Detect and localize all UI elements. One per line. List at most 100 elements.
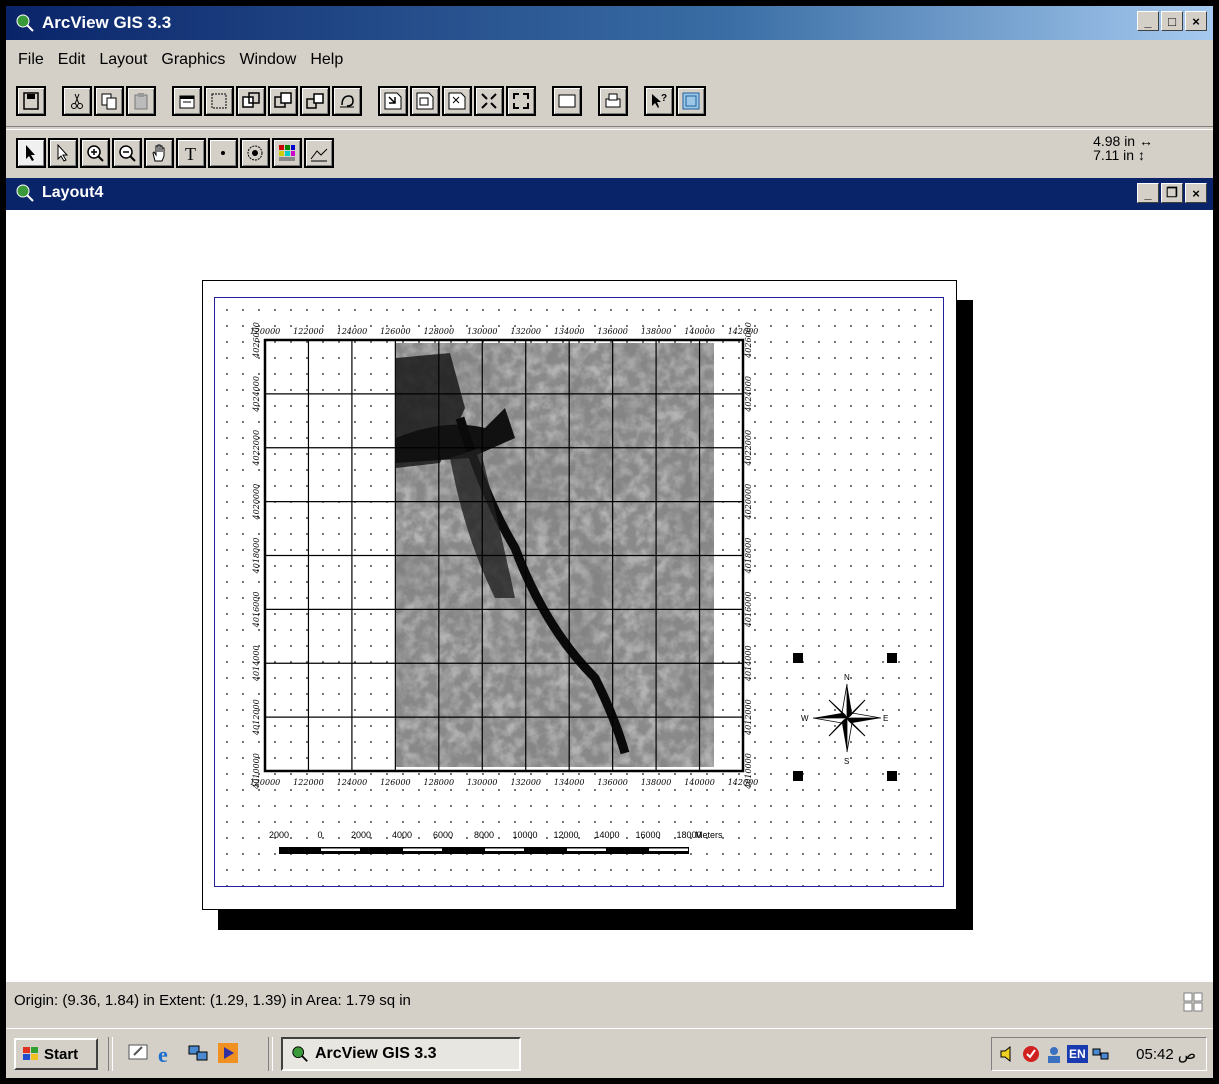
taskbar-item-arcview[interactable]: ArcView GIS 3.3	[281, 1037, 521, 1071]
y-tick-label-right: 4024000	[744, 376, 753, 413]
properties-button[interactable]	[172, 86, 202, 116]
draw-tool[interactable]	[304, 138, 334, 168]
media-player-icon[interactable]	[216, 1041, 240, 1065]
antivirus-icon[interactable]	[1021, 1044, 1041, 1064]
network-icon[interactable]	[186, 1041, 210, 1065]
language-indicator[interactable]: EN	[1067, 1045, 1088, 1063]
layout-restore-button[interactable]: ❐	[1161, 183, 1183, 203]
rectangle-icon	[558, 94, 576, 108]
layout-title: Layout4	[42, 184, 104, 201]
clock: 05:42 ص	[1136, 1046, 1196, 1063]
arrow-pointer-icon	[26, 145, 35, 161]
volume-icon[interactable]	[998, 1044, 1018, 1064]
layout-page: 120000 122000 124000 126000 128000 130000 1320…	[202, 280, 957, 910]
y-ticks-left: 4010000 4012000 4014000 4016000 4018000 40200…	[252, 322, 261, 790]
arcview-window: ArcView GIS 3.3 _ □ × File Edit Layout G…	[6, 6, 1213, 1078]
y-tick-label-left: 4022000	[252, 430, 261, 467]
y-tick-label-left: 4020000	[252, 484, 261, 521]
show-desktop-icon[interactable]	[126, 1041, 150, 1065]
layout-template-button[interactable]	[676, 86, 706, 116]
layout-canvas[interactable]: 120000 122000 124000 126000 128000 130000 1320…	[6, 210, 1213, 982]
zoom-page-in-icon	[384, 92, 402, 110]
svg-text:?: ?	[661, 93, 667, 104]
zoom-out-icon	[119, 145, 136, 162]
layout-close-button[interactable]: ×	[1185, 183, 1207, 203]
north-label: N	[844, 673, 850, 682]
x-tick-label-top: 124000	[337, 327, 368, 336]
network-tray-icon[interactable]	[1091, 1044, 1111, 1064]
start-button[interactable]: Start	[14, 1038, 98, 1070]
selection-handle[interactable]	[887, 771, 897, 781]
x-tick-label-bottom: 120000	[250, 778, 281, 787]
new-frame-button[interactable]	[204, 86, 234, 116]
zoom-to-page-button[interactable]	[442, 86, 472, 116]
zoom-out-page-button[interactable]	[410, 86, 440, 116]
menu-window[interactable]: Window	[239, 51, 297, 68]
pointer-tool[interactable]	[16, 138, 46, 168]
x-tick-label-bottom: 130000	[467, 778, 498, 787]
x-tick-label-bottom: 138000	[641, 778, 672, 787]
menu-graphics[interactable]: Graphics	[161, 51, 226, 68]
scale-label: 10000	[512, 830, 537, 840]
point-tool[interactable]	[208, 138, 238, 168]
south-label: S	[844, 757, 849, 766]
frame-button[interactable]	[552, 86, 582, 116]
menu-file[interactable]: File	[18, 51, 44, 68]
internet-explorer-icon[interactable]: e	[156, 1041, 180, 1065]
y-tick-label-right: 4020000	[744, 484, 753, 521]
x-tick-label-top: 128000	[424, 327, 455, 336]
x-ticks-top: 120000 122000 124000 126000 128000 130000 1320…	[250, 327, 759, 336]
zoom-in-tool[interactable]	[80, 138, 110, 168]
cut-button[interactable]	[62, 86, 92, 116]
layout-minimize-button[interactable]: _	[1137, 183, 1159, 203]
y-tick-label-left: 4014000	[252, 645, 261, 682]
zoom-selected-icon	[513, 93, 529, 109]
selection-handle[interactable]	[793, 653, 803, 663]
y-tick-label-right: 4014000	[744, 645, 753, 682]
paste-button[interactable]	[126, 86, 156, 116]
copy-button[interactable]	[94, 86, 124, 116]
maximize-button[interactable]: □	[1161, 11, 1183, 31]
x-tick-label-top: 136000	[597, 327, 628, 336]
print-button[interactable]	[598, 86, 628, 116]
bring-to-front-button[interactable]	[300, 86, 330, 116]
user-icon[interactable]	[1044, 1044, 1064, 1064]
resize-grip-icon[interactable]	[1183, 992, 1203, 1012]
y-tick-label-right: 4010000	[744, 753, 753, 790]
pan-tool[interactable]	[144, 138, 174, 168]
printer-icon	[605, 93, 621, 108]
start-label: Start	[44, 1045, 79, 1063]
menu-help[interactable]: Help	[310, 51, 344, 68]
compass-icon	[247, 145, 263, 161]
group-button[interactable]	[236, 86, 266, 116]
zoom-to-selected-button[interactable]	[506, 86, 536, 116]
title-bar[interactable]: ArcView GIS 3.3 _ □ ×	[6, 6, 1213, 40]
menu-layout[interactable]: Layout	[99, 51, 148, 68]
x-tick-label-top: 140000	[684, 327, 715, 336]
text-tool[interactable]: T	[176, 138, 206, 168]
zoom-in-page-button[interactable]	[378, 86, 408, 116]
north-arrow-tool[interactable]	[240, 138, 270, 168]
ungroup-button[interactable]	[268, 86, 298, 116]
menu-edit[interactable]: Edit	[57, 51, 86, 68]
send-to-back-button[interactable]	[332, 86, 362, 116]
vertex-edit-tool[interactable]	[48, 138, 78, 168]
x-tick-label-bottom: 124000	[337, 778, 368, 787]
zoom-to-actual-button[interactable]	[474, 86, 504, 116]
layout-title-bar[interactable]: Layout4 _ ❐ ×	[6, 178, 1213, 210]
floppy-icon	[23, 92, 39, 110]
x-tick-label-bottom: 126000	[380, 778, 411, 787]
save-button[interactable]	[16, 86, 46, 116]
x-tick-label-bottom: 142000	[728, 778, 759, 787]
selection-handle[interactable]	[887, 653, 897, 663]
selection-handle[interactable]	[793, 771, 803, 781]
zoom-out-tool[interactable]	[112, 138, 142, 168]
fill-palette-tool[interactable]	[272, 138, 302, 168]
y-tick-label-left: 4012000	[252, 699, 261, 736]
minimize-button[interactable]: _	[1137, 11, 1159, 31]
north-arrow[interactable]: N S E W	[793, 653, 897, 781]
x-tick-label-top: 132000	[510, 327, 541, 336]
close-button[interactable]: ×	[1185, 11, 1207, 31]
system-tray: EN 05:42 ص	[991, 1037, 1207, 1071]
help-button[interactable]: ?	[644, 86, 674, 116]
